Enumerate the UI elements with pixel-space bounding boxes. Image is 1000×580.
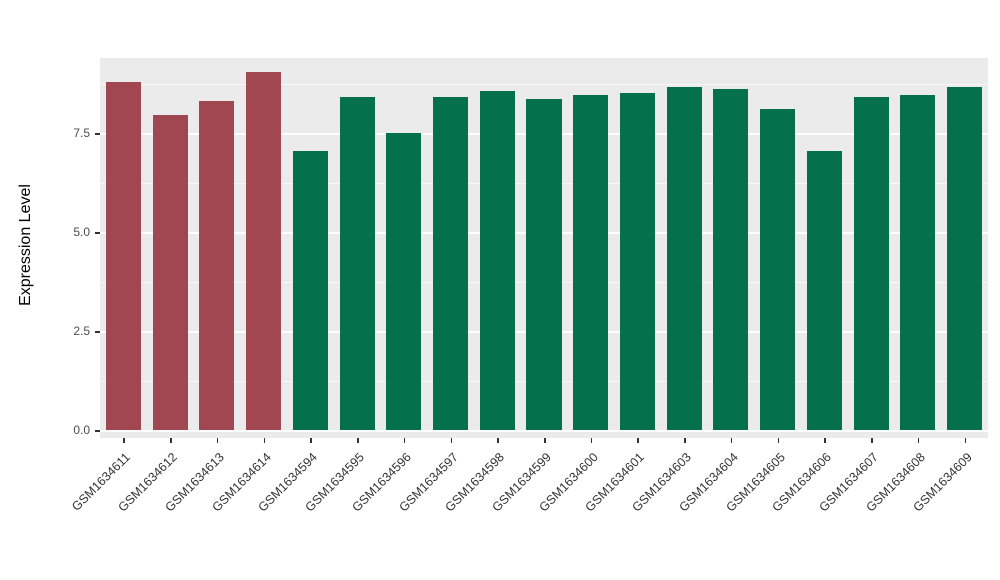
bar-GSM1634605 [760, 109, 796, 430]
y-tick-mark [95, 331, 100, 333]
x-tick-mark [403, 438, 406, 443]
x-tick-mark [637, 438, 639, 443]
x-tick-mark [450, 438, 453, 443]
x-tick-mark [170, 438, 172, 443]
gridline-minor [100, 83, 988, 85]
x-tick-mark [357, 438, 359, 443]
y-tick-mark [95, 430, 100, 432]
y-tick-label: 0.0 [73, 423, 90, 437]
bar-GSM1634600 [573, 95, 609, 430]
x-tick-mark [310, 438, 312, 443]
bar-GSM1634603 [666, 87, 702, 430]
y-tick-label: 5.0 [73, 225, 90, 239]
x-tick-mark [123, 438, 125, 443]
x-tick-mark [777, 438, 780, 443]
x-tick-mark [497, 438, 499, 443]
bar-GSM1634612 [152, 115, 188, 430]
bar-GSM1634595 [339, 97, 375, 430]
x-tick-mark [684, 438, 686, 443]
gridline-major [100, 430, 988, 432]
x-tick-mark [263, 438, 266, 443]
y-tick-mark [95, 232, 100, 234]
y-tick-mark [95, 133, 100, 135]
bar-GSM1634607 [853, 97, 889, 430]
plot-panel [100, 58, 988, 438]
x-tick-mark [544, 438, 546, 443]
bar-GSM1634601 [619, 93, 655, 430]
bar-GSM1634604 [713, 89, 749, 430]
bar-GSM1634599 [526, 99, 562, 430]
bar-GSM1634606 [806, 150, 842, 430]
x-tick-mark [216, 438, 219, 443]
bar-GSM1634598 [479, 91, 515, 430]
bar-GSM1634594 [292, 150, 328, 430]
bar-GSM1634596 [386, 133, 422, 430]
x-tick-mark [824, 438, 826, 443]
bar-GSM1634614 [246, 71, 282, 430]
bar-GSM1634611 [105, 81, 141, 430]
y-axis-title: Expression Level [17, 184, 34, 306]
bar-GSM1634613 [199, 101, 235, 430]
y-tick-label: 7.5 [73, 126, 90, 140]
x-tick-mark [871, 438, 873, 443]
x-tick-mark [964, 438, 967, 443]
bar-GSM1634597 [433, 97, 469, 430]
y-tick-label: 2.5 [73, 324, 90, 338]
bar-GSM1634608 [900, 95, 936, 430]
x-tick-mark [590, 438, 593, 443]
x-tick-mark [730, 438, 733, 443]
x-tick-mark [917, 438, 920, 443]
bar-GSM1634609 [947, 87, 983, 430]
